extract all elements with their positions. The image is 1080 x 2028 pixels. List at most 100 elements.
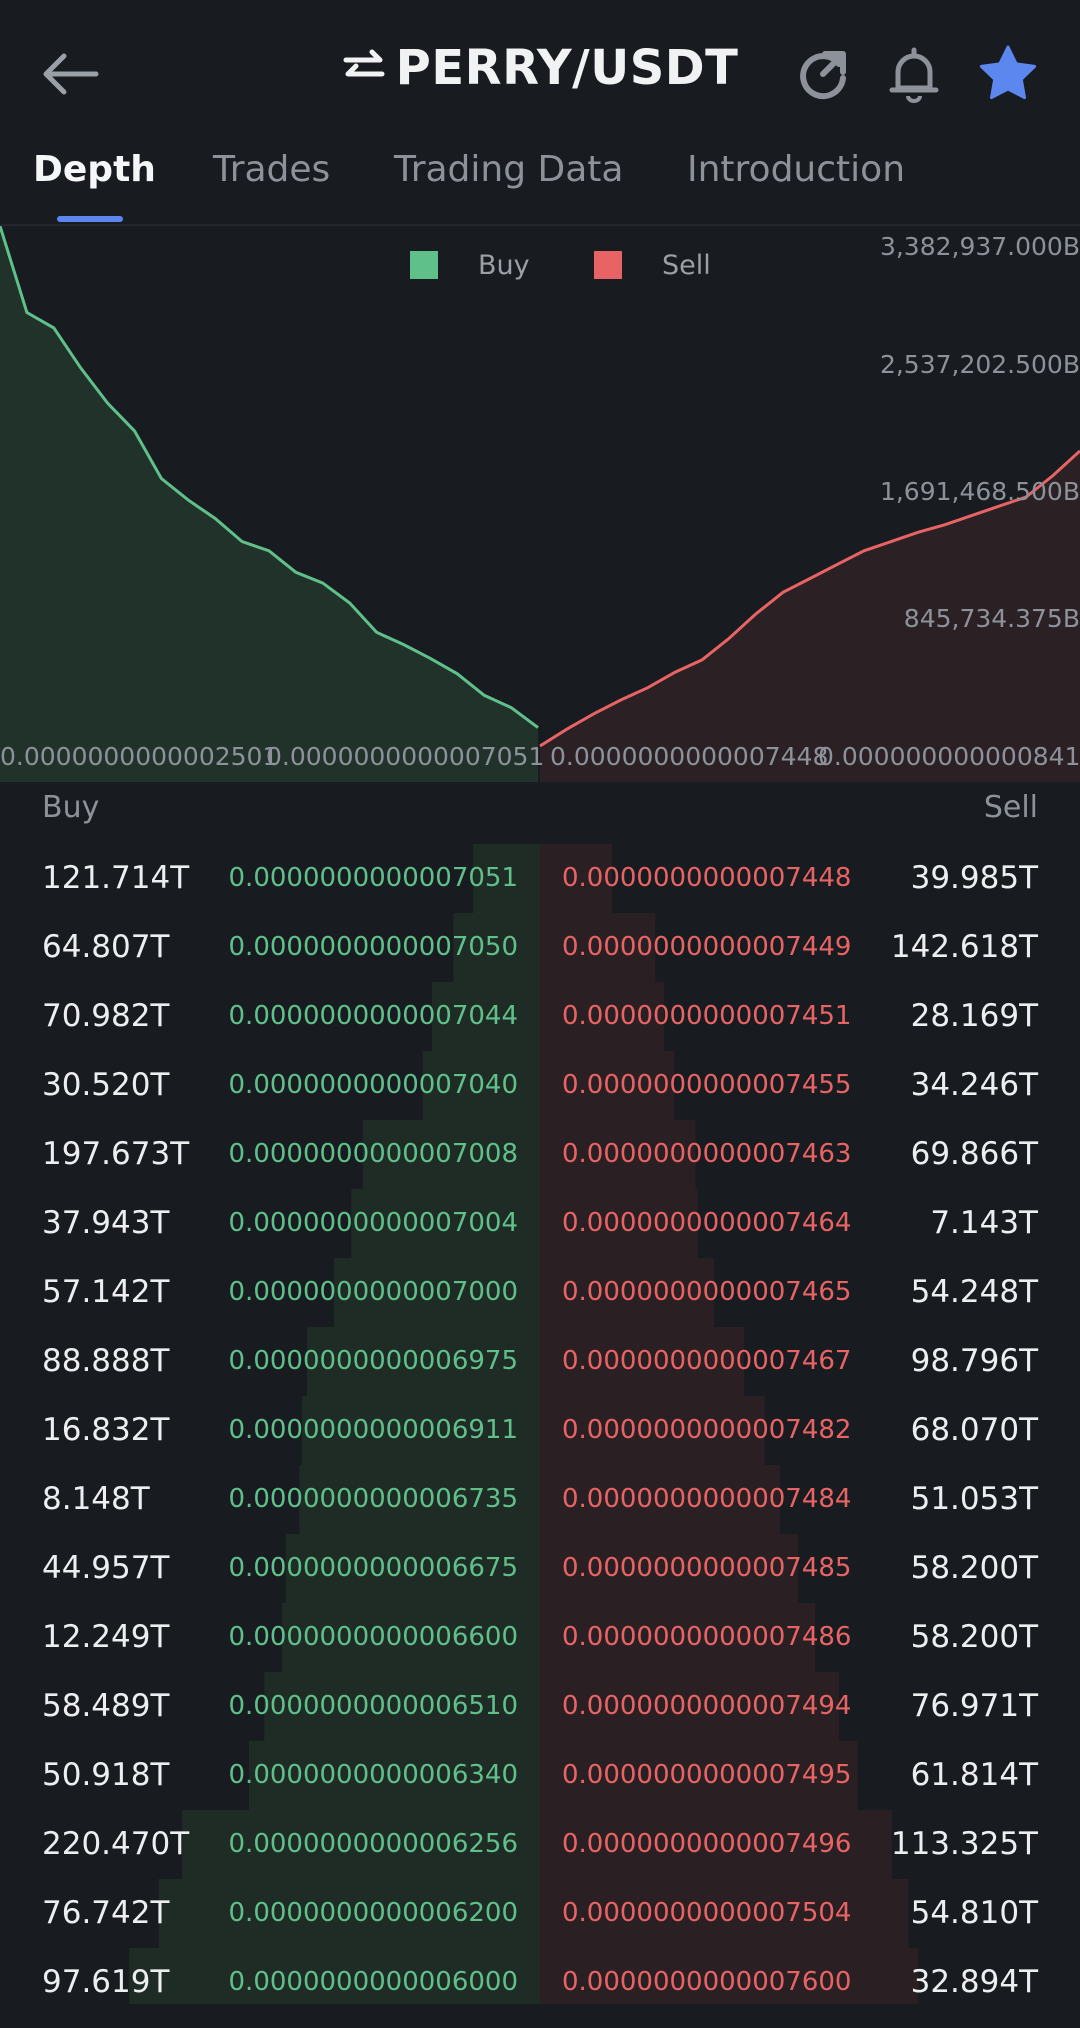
buy-amount: 50.918T <box>42 1757 170 1793</box>
sell-depth-area <box>540 450 1080 782</box>
orderbook-row[interactable]: 50.918T 0.0000000000006340 0.0000000000007… <box>0 1741 1080 1810</box>
buy-price: 0.0000000000006911 <box>228 1415 518 1445</box>
buy-depth-area <box>0 226 538 782</box>
orderbook-row[interactable]: 88.888T 0.0000000000006975 0.0000000000007… <box>0 1327 1080 1396</box>
orderbook-row[interactable]: 44.957T 0.0000000000006675 0.0000000000007… <box>0 1534 1080 1603</box>
buy-price: 0.0000000000007040 <box>228 1070 518 1100</box>
buy-price: 0.0000000000006256 <box>228 1829 518 1859</box>
buy-amount: 30.520T <box>42 1067 170 1103</box>
legend-buy: Buy <box>410 250 530 281</box>
tab-trading-data[interactable]: Trading Data <box>394 149 624 190</box>
legend-sell-label: Sell <box>662 249 711 281</box>
buy-amount: 121.714T <box>42 860 190 896</box>
y-tick-label: 2,537,202.500B <box>879 350 1080 379</box>
sell-amount: 69.866T <box>910 1136 1038 1172</box>
buy-amount: 220.470T <box>42 1826 190 1862</box>
orderbook-row[interactable]: 30.520T 0.0000000000007040 0.0000000000007… <box>0 1051 1080 1120</box>
pair-title-wrap[interactable]: PERRY/USDT <box>0 40 1080 110</box>
back-button[interactable] <box>36 44 106 104</box>
legend-buy-swatch <box>410 251 438 279</box>
sell-price: 0.0000000000007455 <box>562 1070 852 1100</box>
orderbook-row[interactable]: 12.249T 0.0000000000006600 0.0000000000007… <box>0 1603 1080 1672</box>
legend-sell: Sell <box>594 249 711 281</box>
buy-amount: 12.249T <box>42 1619 170 1655</box>
orderbook-buy-depth <box>129 844 540 2004</box>
sell-price: 0.0000000000007451 <box>562 1001 852 1031</box>
orderbook-row[interactable]: 57.142T 0.0000000000007000 0.0000000000007… <box>0 1258 1080 1327</box>
buy-amount: 37.943T <box>42 1205 170 1241</box>
buy-price: 0.0000000000006510 <box>228 1691 518 1721</box>
sell-amount: 7.143T <box>930 1205 1038 1241</box>
buy-amount: 8.148T <box>42 1481 150 1517</box>
sell-price: 0.0000000000007448 <box>562 863 852 893</box>
buy-depth-line <box>0 226 539 729</box>
orderbook: 121.714T 0.0000000000007051 0.000000000000… <box>0 844 1080 2004</box>
orderbook-buy-header: Buy <box>42 790 100 825</box>
buy-amount: 64.807T <box>42 929 170 965</box>
buy-price: 0.0000000000007051 <box>228 863 518 893</box>
buy-price: 0.0000000000006735 <box>228 1484 518 1514</box>
swap-icon <box>343 49 385 77</box>
bell-icon <box>889 47 939 103</box>
orderbook-sell-depth <box>540 844 919 2004</box>
bell-button[interactable] <box>884 44 944 104</box>
buy-price: 0.0000000000007000 <box>228 1277 518 1307</box>
sell-amount: 34.246T <box>910 1067 1038 1103</box>
sell-price: 0.0000000000007494 <box>562 1691 852 1721</box>
buy-price: 0.0000000000006000 <box>228 1967 518 1997</box>
buy-amount: 57.142T <box>42 1274 170 1310</box>
header: PERRY/USDT <box>0 0 1080 150</box>
orderbook-row[interactable]: 220.470T 0.0000000000006256 0.000000000000… <box>0 1810 1080 1879</box>
buy-price: 0.0000000000006675 <box>228 1553 518 1583</box>
orderbook-row[interactable]: 97.619T 0.0000000000006000 0.0000000000007… <box>0 1948 1080 2017</box>
sell-amount: 32.894T <box>910 1964 1038 2000</box>
sell-price: 0.0000000000007464 <box>562 1208 852 1238</box>
buy-price: 0.0000000000007044 <box>228 1001 518 1031</box>
sell-amount: 68.070T <box>910 1412 1038 1448</box>
buy-amount: 97.619T <box>42 1964 170 2000</box>
depth-chart[interactable] <box>0 226 1080 782</box>
sell-depth-line <box>539 449 1080 748</box>
buy-amount: 70.982T <box>42 998 170 1034</box>
sell-amount: 113.325T <box>890 1826 1038 1862</box>
sell-amount: 61.814T <box>910 1757 1038 1793</box>
active-tab-indicator <box>57 216 123 222</box>
sell-price: 0.0000000000007600 <box>562 1967 852 1997</box>
buy-amount: 197.673T <box>42 1136 190 1172</box>
favorite-button[interactable] <box>978 44 1038 104</box>
orderbook-row[interactable]: 8.148T 0.0000000000006735 0.00000000000074… <box>0 1465 1080 1534</box>
orderbook-row[interactable]: 16.832T 0.0000000000006911 0.0000000000007… <box>0 1396 1080 1465</box>
buy-amount: 58.489T <box>42 1688 170 1724</box>
refresh-button[interactable] <box>793 44 853 104</box>
tab-trades[interactable]: Trades <box>213 149 331 190</box>
buy-price: 0.0000000000007004 <box>228 1208 518 1238</box>
sell-amount: 39.985T <box>910 860 1038 896</box>
sell-amount: 58.200T <box>910 1619 1038 1655</box>
buy-price: 0.0000000000006600 <box>228 1622 518 1652</box>
orderbook-row[interactable]: 76.742T 0.0000000000006200 0.0000000000007… <box>0 1879 1080 1948</box>
orderbook-sell-header: Sell <box>983 790 1038 825</box>
orderbook-row[interactable]: 64.807T 0.0000000000007050 0.0000000000007… <box>0 913 1080 982</box>
sell-amount: 76.971T <box>910 1688 1038 1724</box>
y-tick-label: 3,382,937.000B <box>879 232 1080 261</box>
buy-price: 0.0000000000007008 <box>228 1139 518 1169</box>
orderbook-row[interactable]: 121.714T 0.0000000000007051 0.000000000000… <box>0 844 1080 913</box>
orderbook-depth-background <box>129 844 919 2004</box>
buy-amount: 88.888T <box>42 1343 170 1379</box>
tab-bar: Depth Trades Trading Data Introduction <box>0 148 1080 226</box>
orderbook-row[interactable]: 70.982T 0.0000000000007044 0.0000000000007… <box>0 982 1080 1051</box>
refresh-icon <box>800 51 846 100</box>
sell-price: 0.0000000000007463 <box>562 1139 852 1169</box>
sell-amount: 54.248T <box>910 1274 1038 1310</box>
pair-name: PERRY/USDT <box>395 40 739 96</box>
orderbook-row[interactable]: 197.673T 0.0000000000007008 0.000000000000… <box>0 1120 1080 1189</box>
x-tick-label: 0.0000000000007448 <box>550 742 829 771</box>
tab-depth[interactable]: Depth <box>33 149 156 190</box>
pair-selector[interactable]: PERRY/USDT <box>342 40 739 96</box>
y-tick-label: 845,734.375B <box>903 604 1080 633</box>
orderbook-row[interactable]: 58.489T 0.0000000000006510 0.0000000000007… <box>0 1672 1080 1741</box>
tab-introduction[interactable]: Introduction <box>687 149 906 190</box>
sell-amount: 28.169T <box>910 998 1038 1034</box>
orderbook-row[interactable]: 37.943T 0.0000000000007004 0.0000000000007… <box>0 1189 1080 1258</box>
sell-price: 0.0000000000007495 <box>562 1760 852 1790</box>
